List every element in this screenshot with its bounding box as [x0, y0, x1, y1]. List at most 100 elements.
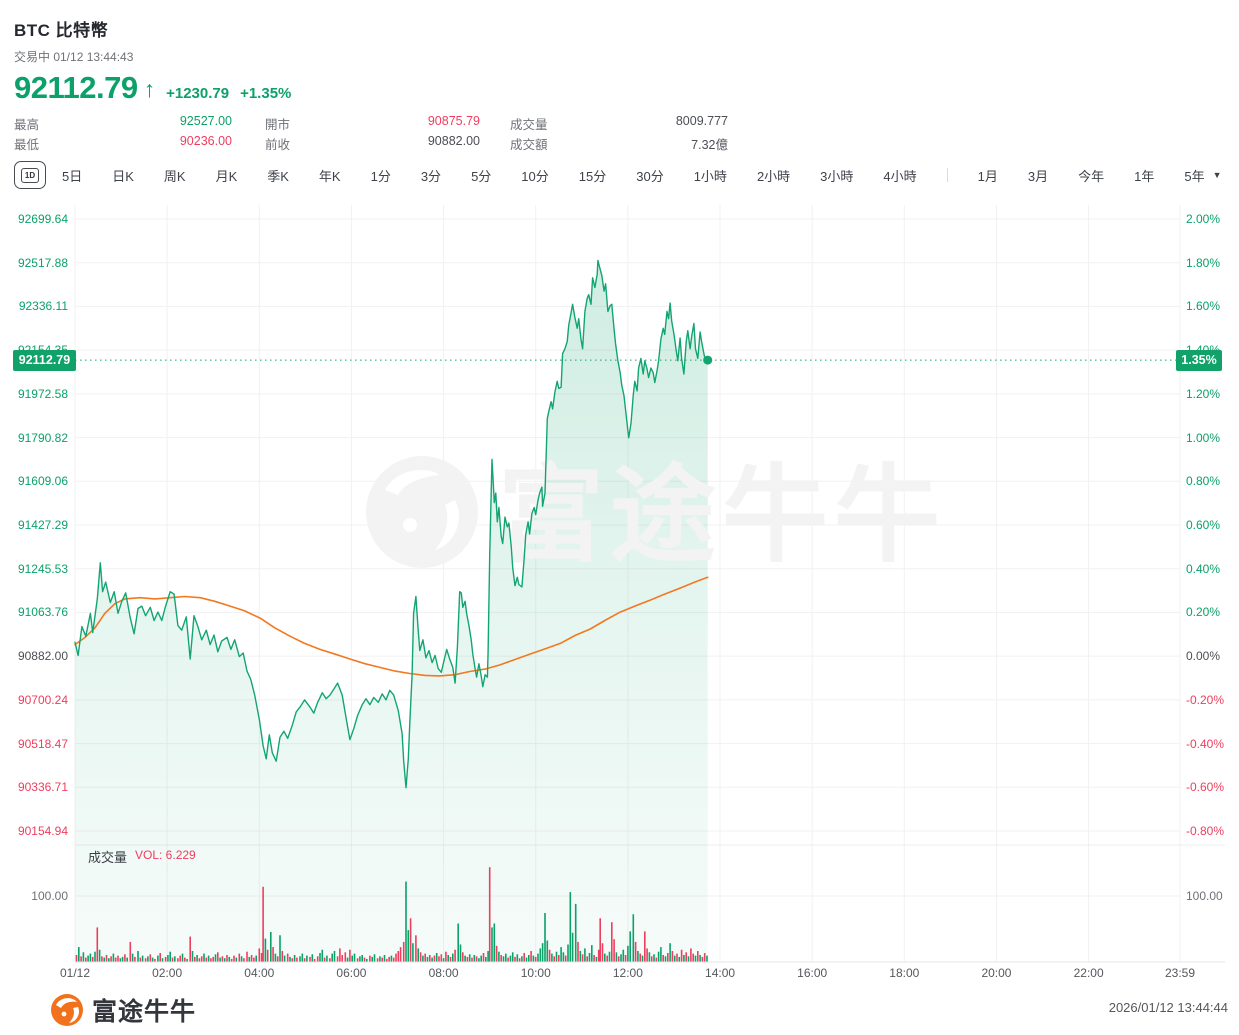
tab-5日[interactable]: 5日	[62, 168, 83, 184]
volume-bar	[597, 949, 600, 962]
volume-bar	[617, 956, 620, 962]
stat-label-prev-close: 前收	[265, 138, 291, 152]
volume-bar	[82, 952, 85, 962]
volume-bar	[571, 932, 574, 962]
tab-季K[interactable]: 季K	[267, 168, 289, 184]
volume-bar	[487, 951, 489, 962]
volume-bar	[692, 953, 694, 962]
volume-bar	[412, 943, 414, 962]
price-chart-canvas[interactable]: 富途牛牛	[0, 200, 1239, 990]
time-axis-label: 14:00	[705, 966, 736, 980]
volume-bar	[101, 956, 103, 962]
tab-1年[interactable]: 1年	[1134, 168, 1155, 184]
tab-10分[interactable]: 10分	[521, 168, 549, 184]
price-axis-label: 92336.11	[18, 299, 68, 314]
volume-bar	[521, 956, 523, 962]
volume-bar	[98, 949, 101, 962]
tab-3分[interactable]: 3分	[420, 168, 442, 184]
volume-bar	[169, 951, 171, 962]
tab-1分[interactable]: 1分	[370, 168, 391, 184]
volume-bar	[78, 947, 80, 962]
volume-bar	[650, 956, 653, 962]
tab-4小時[interactable]: 4小時	[883, 168, 917, 184]
volume-bar	[701, 956, 704, 962]
more-periods-caret-icon[interactable]: ▼	[1212, 170, 1222, 180]
volume-bar	[673, 955, 676, 962]
volume-bar	[604, 953, 606, 962]
tab-15分[interactable]: 15分	[578, 168, 607, 184]
volume-bar	[112, 953, 115, 962]
volume-bar	[551, 953, 553, 962]
tab-5年[interactable]: 5年	[1184, 168, 1205, 184]
tab-3小時[interactable]: 3小時	[820, 168, 854, 184]
volume-bar	[546, 940, 549, 962]
volume-bar	[177, 958, 179, 962]
volume-bar	[442, 958, 445, 962]
volume-bar	[523, 953, 525, 962]
volume-bar	[306, 955, 308, 962]
volume-bar	[622, 949, 625, 962]
volume-bar	[560, 947, 562, 962]
volume-bar	[452, 953, 454, 962]
percent-axis-label: 0.20%	[1186, 605, 1221, 620]
tab-月K[interactable]: 月K	[215, 168, 238, 184]
volume-bar	[212, 956, 214, 962]
volume-bar	[562, 952, 565, 962]
1d-icon: 1D	[21, 167, 39, 183]
volume-bar	[397, 951, 400, 962]
tab-今年[interactable]: 今年	[1078, 168, 1105, 184]
volume-bar	[75, 955, 78, 962]
footer-brand-text: 富途牛牛	[92, 998, 197, 1026]
price-axis-label: 90700.24	[17, 692, 68, 707]
volume-bar	[161, 958, 164, 962]
volume-bar	[579, 951, 582, 962]
volume-bar	[369, 955, 371, 962]
volume-bar	[558, 955, 560, 962]
volume-bar	[637, 951, 639, 962]
futu-watermark: 富途牛牛	[366, 456, 940, 575]
volume-bar	[440, 954, 443, 962]
volume-bar	[518, 958, 521, 962]
time-axis-label: 12:00	[612, 966, 643, 980]
tab-日K[interactable]: 日K	[112, 168, 134, 184]
tab-周K[interactable]: 周K	[163, 168, 186, 184]
tab-1月[interactable]: 1月	[977, 168, 998, 184]
tab-1d-selected[interactable]: 1D	[14, 161, 46, 189]
volume-bar	[381, 957, 383, 962]
tab-30分[interactable]: 30分	[636, 168, 664, 184]
volume-bar	[336, 956, 339, 962]
volume-bar	[91, 956, 94, 962]
tab-5分[interactable]: 5分	[471, 168, 492, 184]
volume-bar	[349, 949, 351, 962]
volume-bar	[567, 944, 569, 962]
volume-bar	[678, 956, 681, 962]
volume-bar	[611, 922, 613, 962]
volume-bar	[219, 957, 221, 962]
volume-bar	[167, 955, 169, 962]
volume-bar	[262, 886, 264, 962]
price-axis-label: 91609.06	[17, 474, 68, 489]
volume-bar	[258, 948, 261, 962]
stat-value-prev-close: 90882.00	[427, 134, 480, 148]
volume-bar	[134, 956, 136, 962]
volume-bar	[488, 867, 491, 962]
volume-bar	[569, 892, 572, 962]
volume-bar	[255, 955, 257, 962]
volume-bar	[657, 951, 660, 962]
time-axis-label: 10:00	[520, 966, 551, 980]
tab-3月[interactable]: 3月	[1027, 168, 1049, 184]
percent-axis-label: 1.00%	[1186, 430, 1221, 445]
tab-1小時[interactable]: 1小時	[693, 168, 727, 184]
tab-年K[interactable]: 年K	[318, 168, 341, 184]
volume-bar	[228, 956, 231, 962]
volume-bar	[601, 943, 604, 962]
volume-bar	[141, 955, 144, 962]
volume-bar	[186, 958, 188, 962]
volume-bar	[447, 955, 449, 962]
volume-bar	[653, 954, 655, 962]
volume-bar	[379, 956, 381, 962]
volume-bar	[399, 947, 402, 962]
volume-bar	[426, 956, 429, 962]
tab-2小時[interactable]: 2小時	[756, 168, 791, 184]
volume-bar	[281, 951, 284, 962]
